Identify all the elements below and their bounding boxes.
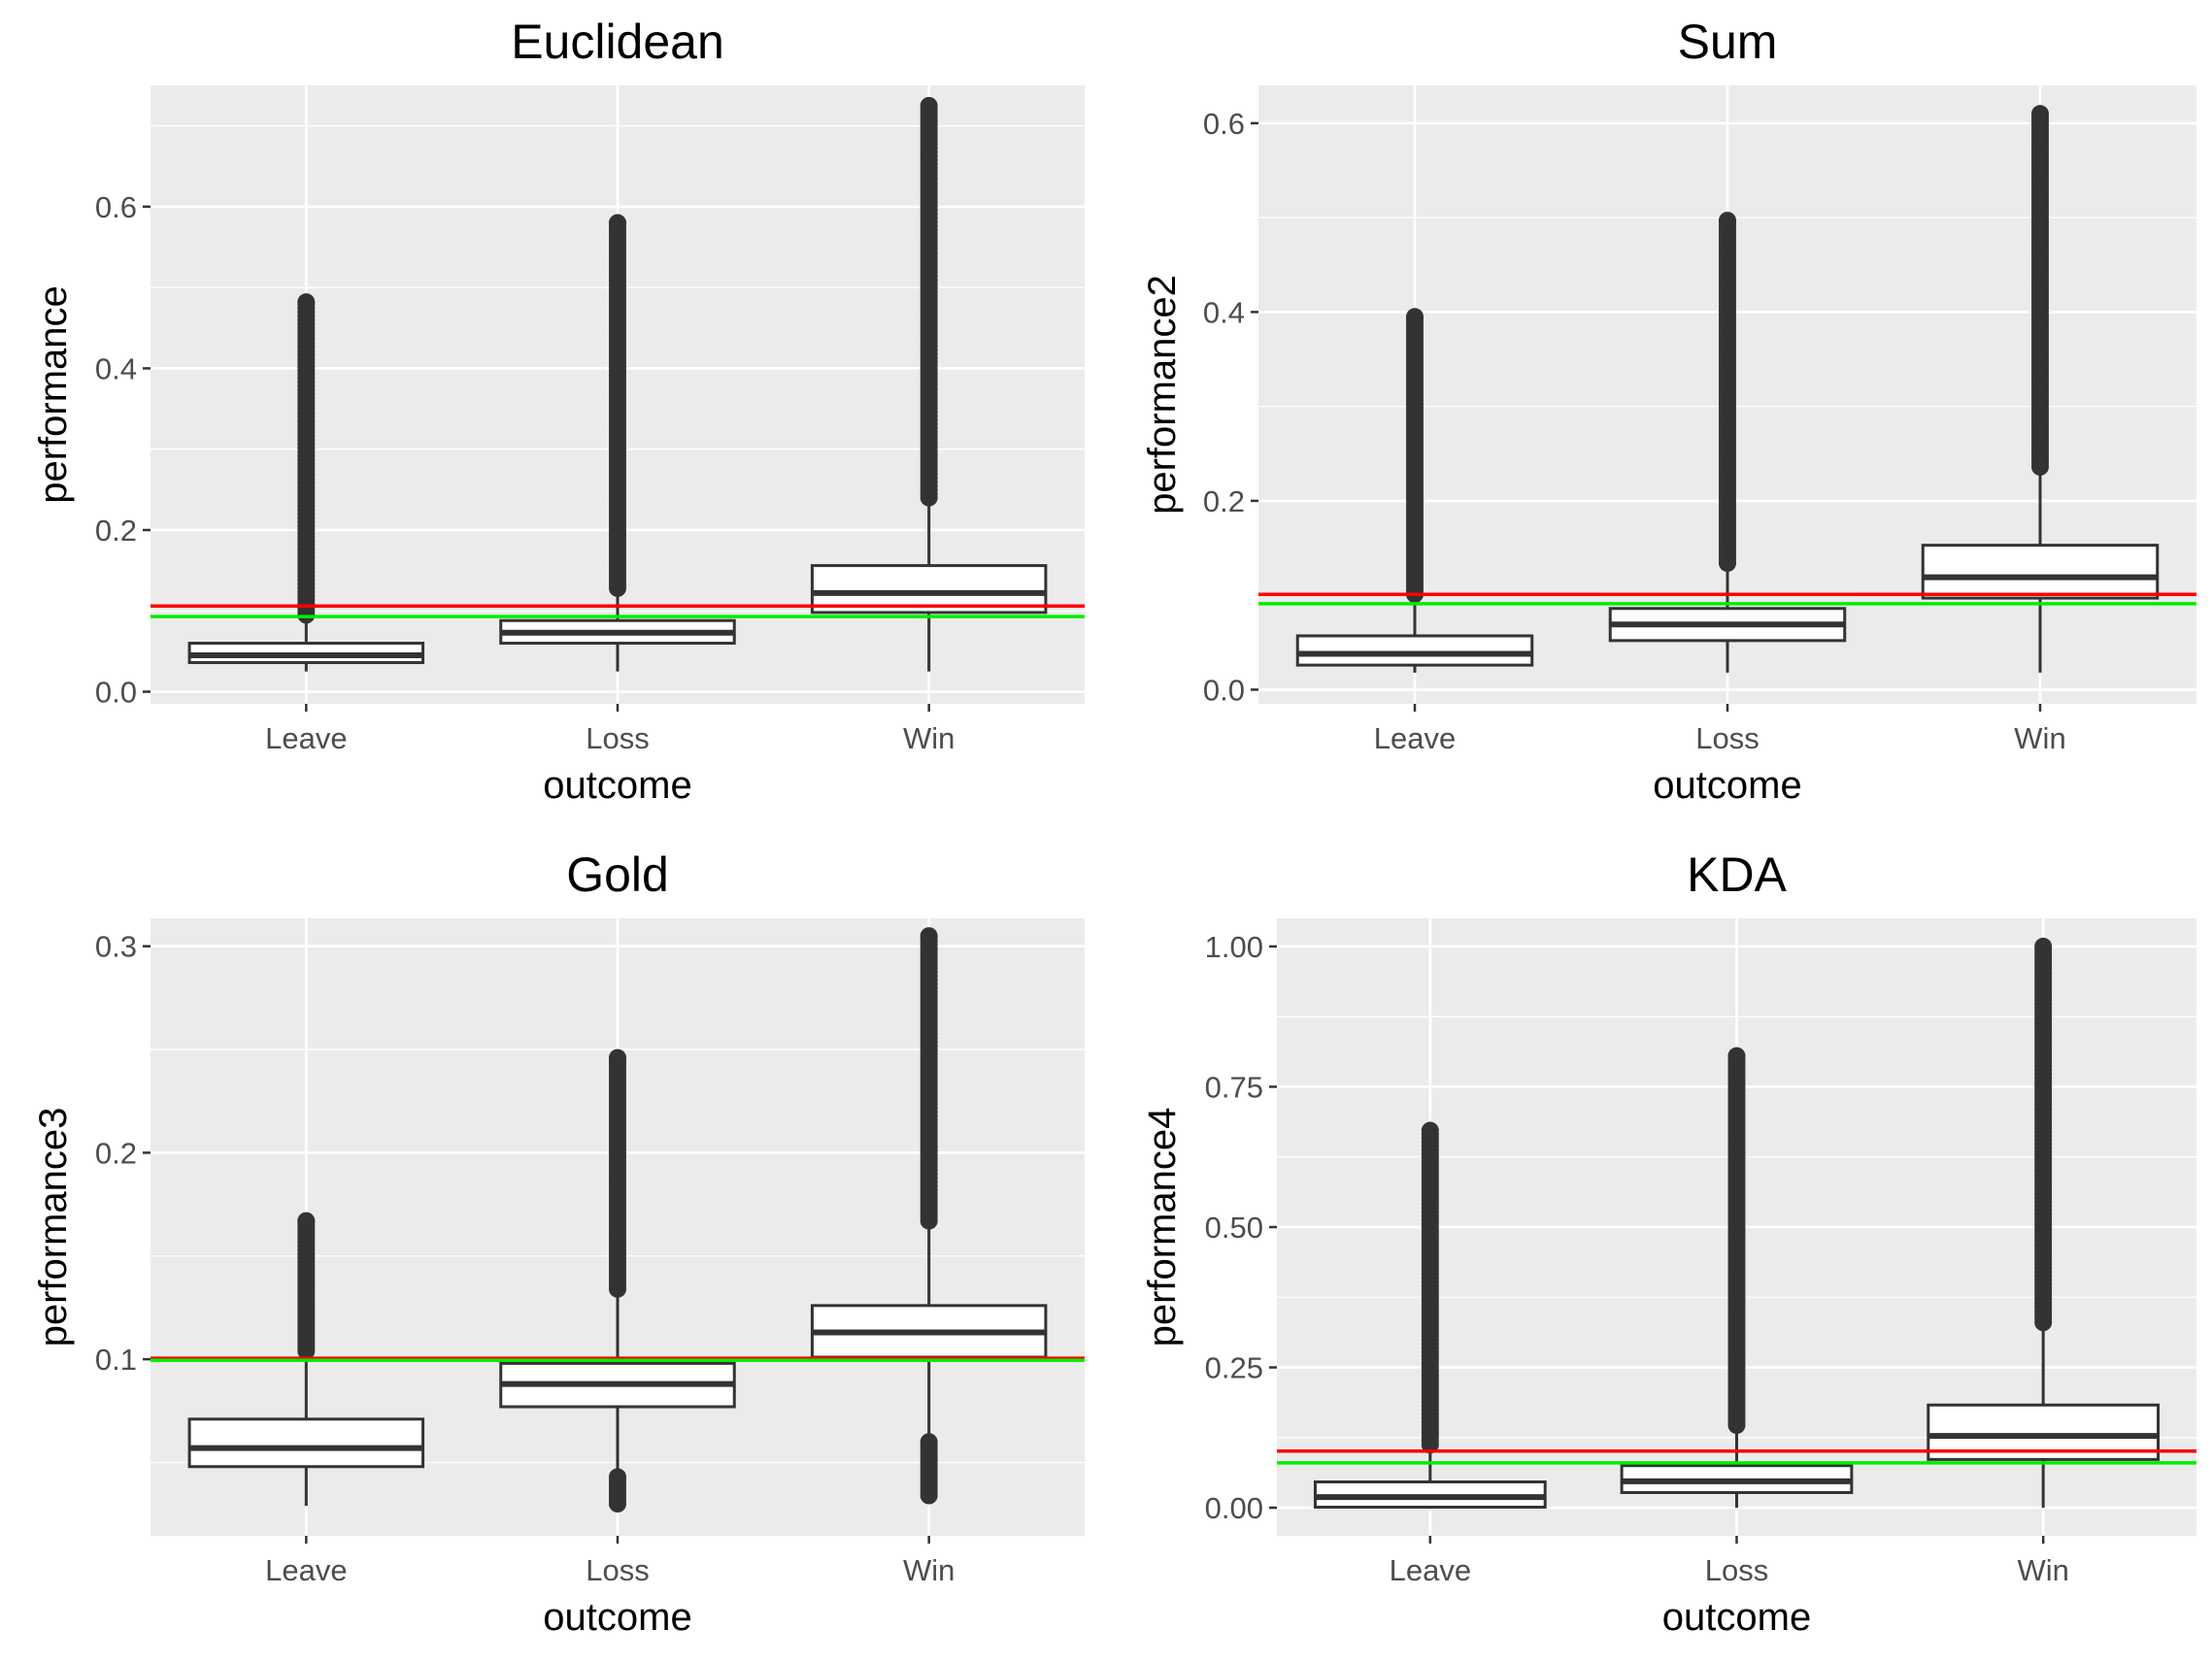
low-outlier-point [609,1468,626,1486]
box-rect [1295,634,1534,667]
box-leave [187,293,425,672]
x-tick-label: Loss [586,721,649,755]
y-tick-label: 0.00 [1205,1491,1263,1525]
x-tick-label: Loss [1705,1553,1768,1587]
x-axis-label: outcome [543,764,691,807]
x-axis-label: outcome [1662,1596,1811,1639]
y-tick-label: 0.0 [95,676,137,710]
outlier-point [1719,212,1736,230]
chart-title: Sum [1678,15,1778,69]
y-tick-label: 0.6 [95,190,137,224]
x-tick-label: Leave [1390,1553,1471,1587]
y-axis-label: performance [32,285,75,504]
x-axis-label: outcome [543,1596,691,1639]
y-tick-label: 0.6 [1203,107,1245,141]
x-tick-label: Leave [265,1553,347,1587]
chart-panel-2: 0.0 0.2 0.4 0.6 Leave Loss Win Sum outcome perfor… [1141,15,2196,807]
y-tick-label: 0.4 [95,351,137,385]
y-tick-label: 0.25 [1205,1351,1263,1385]
y-tick-label: 0.2 [95,1136,137,1170]
x-axis-label: outcome [1653,764,1801,807]
x-tick-label: Loss [586,1553,649,1587]
box-leave [1295,308,1534,673]
outlier-point [1421,1121,1439,1140]
y-tick-label: 1.00 [1205,930,1263,964]
outlier-point [2034,937,2053,955]
x-tick-label: Leave [1374,721,1456,755]
y-axis-label: performance3 [32,1108,75,1347]
y-axis-label: performance2 [1141,275,1184,515]
y-tick-label: 0.4 [1203,295,1245,329]
x-tick-label: Win [2017,1553,2068,1587]
box-win [810,927,1048,1505]
outlier-point [297,1212,316,1230]
y-tick-label: 0.0 [1203,673,1245,707]
y-tick-label: 0.2 [95,514,137,548]
y-tick-label: 0.1 [95,1343,137,1377]
x-tick-label: Loss [1695,721,1759,755]
y-tick-label: 0.50 [1205,1211,1263,1245]
box-leave [187,1212,425,1507]
outlier-point [1727,1047,1746,1065]
x-tick-label: Win [903,721,955,755]
chart-panel-3: 0.1 0.2 0.3 Leave Loss Win Gold outcome performa… [32,848,1085,1639]
chart-panel-4: 0.00 0.25 0.50 0.75 1.00 Leave Loss Win KDA outco… [1141,848,2196,1639]
y-tick-label: 0.75 [1205,1070,1263,1104]
outlier-point [297,293,316,312]
box-rect [187,1417,425,1469]
outlier-point [1406,308,1424,326]
chart-panels: 0.0 0.2 0.4 0.6 Leave Loss Win Euclidean outcome… [32,15,2196,1639]
outlier-point [2031,105,2049,123]
x-tick-label: Win [2014,721,2065,755]
y-axis-label: performance4 [1141,1108,1184,1347]
box-loss [1620,1047,1854,1509]
box-loss [499,214,736,672]
x-tick-label: Leave [265,721,347,755]
chart-panel-1: 0.0 0.2 0.4 0.6 Leave Loss Win Euclidean outcome… [32,15,1085,807]
box-rect [1921,544,2160,600]
box-win [810,96,1048,672]
x-tick-label: Win [903,1553,955,1587]
chart-title: Gold [566,848,669,902]
outlier-point [609,214,626,232]
y-tick-label: 0.3 [95,930,137,964]
y-tick-label: 0.2 [1203,484,1245,518]
chart-title: Euclidean [511,15,724,69]
box-win [1921,105,2160,673]
box-win [1927,937,2161,1509]
outlier-point [920,96,938,115]
box-loss [1608,212,1847,673]
outlier-point [920,927,938,946]
chart-title: KDA [1687,848,1787,902]
low-outlier-point [920,1433,938,1451]
outlier-point [609,1048,626,1067]
box-loss [499,1048,736,1513]
